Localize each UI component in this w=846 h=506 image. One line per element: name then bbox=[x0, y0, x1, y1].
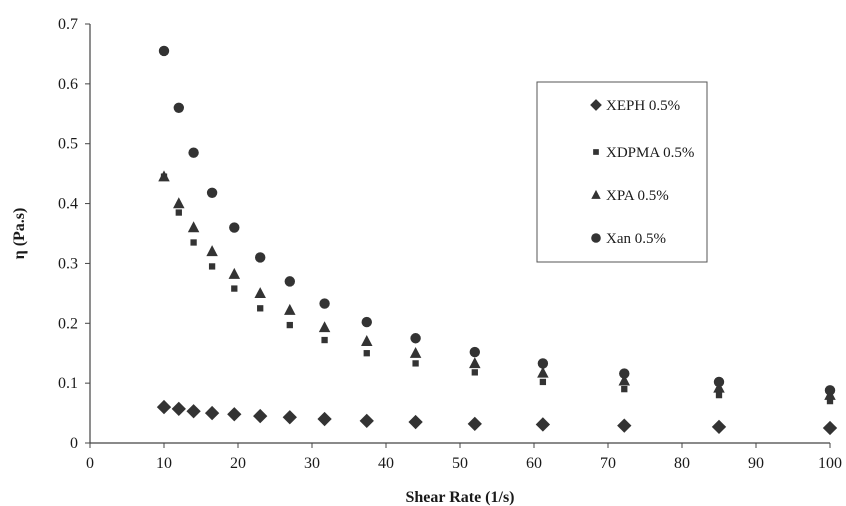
series-circle-points bbox=[158, 45, 836, 396]
data-point bbox=[713, 381, 725, 393]
data-point bbox=[190, 239, 197, 246]
data-point bbox=[361, 316, 372, 328]
data-point bbox=[539, 378, 547, 386]
data-point bbox=[282, 410, 297, 425]
y-tick-label: 0.6 bbox=[58, 76, 78, 93]
series-square-points bbox=[160, 173, 834, 405]
x-tick-label: 40 bbox=[378, 455, 394, 472]
legend-box bbox=[536, 81, 708, 263]
data-points bbox=[156, 45, 838, 436]
data-point bbox=[254, 287, 266, 299]
legend-label: XDPMA 0.5% bbox=[606, 145, 694, 161]
legend-marker-square bbox=[593, 149, 599, 155]
y-tick-label: 0.4 bbox=[58, 196, 78, 213]
data-point bbox=[713, 376, 725, 388]
y-tick-label: 0.7 bbox=[58, 16, 78, 33]
data-point bbox=[617, 418, 632, 433]
x-tick-label: 100 bbox=[818, 455, 842, 472]
data-point bbox=[173, 197, 185, 209]
x-axis-ticks: 0 10 20 30 40 50 60 70 80 90 100 bbox=[86, 443, 842, 472]
y-tick-label: 0.2 bbox=[58, 315, 78, 332]
legend-marker-diamond bbox=[590, 99, 602, 111]
data-point bbox=[822, 420, 838, 436]
x-tick-label: 90 bbox=[748, 455, 764, 472]
data-point bbox=[231, 285, 238, 292]
data-point bbox=[187, 221, 200, 233]
data-point bbox=[410, 333, 421, 344]
data-point bbox=[319, 298, 330, 309]
data-point bbox=[188, 147, 199, 158]
data-point bbox=[361, 334, 373, 346]
series-diamond-points bbox=[156, 399, 838, 436]
data-point bbox=[206, 245, 218, 257]
y-tick-label: 0.3 bbox=[58, 255, 78, 272]
y-tick-label: 0.1 bbox=[58, 375, 78, 392]
data-point bbox=[317, 411, 332, 427]
data-point bbox=[206, 187, 218, 198]
legend: XEPH 0.5% XDPMA 0.5% XPA 0.5% Xan 0.5% bbox=[536, 81, 708, 263]
data-point bbox=[467, 416, 482, 431]
data-point bbox=[227, 407, 242, 422]
data-point bbox=[173, 102, 184, 114]
data-point bbox=[469, 357, 481, 369]
data-point bbox=[408, 414, 423, 430]
x-tick-label: 70 bbox=[600, 455, 616, 472]
data-point bbox=[318, 321, 331, 333]
legend-label: Xan 0.5% bbox=[606, 231, 666, 247]
data-point bbox=[255, 252, 266, 263]
data-point bbox=[284, 303, 296, 315]
y-tick-label: 0 bbox=[70, 435, 78, 452]
x-tick-label: 60 bbox=[526, 455, 542, 472]
x-tick-label: 10 bbox=[156, 455, 172, 472]
data-point bbox=[412, 360, 419, 367]
x-axis-title: Shear Rate (1/s) bbox=[405, 489, 514, 506]
data-point bbox=[471, 369, 478, 376]
data-point bbox=[621, 385, 628, 393]
data-point bbox=[409, 346, 422, 358]
data-point bbox=[286, 321, 293, 329]
y-axis-ticks: 0 0.1 0.2 0.3 0.4 0.5 0.6 0.7 bbox=[58, 16, 90, 452]
data-point bbox=[204, 405, 220, 421]
data-point bbox=[253, 408, 268, 424]
legend-marker-circle bbox=[591, 233, 601, 243]
data-point bbox=[619, 368, 630, 379]
data-point bbox=[363, 350, 370, 357]
data-point bbox=[175, 209, 182, 216]
data-point bbox=[158, 170, 170, 182]
y-axis-title: η (Pa.s) bbox=[11, 208, 28, 260]
data-point bbox=[535, 417, 551, 432]
x-tick-label: 0 bbox=[86, 455, 94, 472]
legend-label: XPA 0.5% bbox=[606, 188, 669, 204]
y-tick-label: 0.5 bbox=[58, 136, 78, 153]
data-point bbox=[186, 404, 201, 419]
data-point bbox=[469, 346, 480, 358]
data-point bbox=[715, 391, 723, 399]
data-point bbox=[158, 45, 170, 57]
series-triangle-points bbox=[158, 170, 836, 400]
data-point bbox=[156, 399, 172, 415]
data-point bbox=[711, 419, 727, 434]
data-point bbox=[824, 385, 836, 396]
data-point bbox=[228, 267, 241, 279]
data-point bbox=[618, 374, 631, 386]
data-point bbox=[284, 276, 295, 287]
x-tick-label: 20 bbox=[230, 455, 246, 472]
x-tick-label: 80 bbox=[674, 455, 690, 472]
data-point bbox=[826, 397, 834, 405]
data-point bbox=[171, 401, 186, 417]
data-point bbox=[359, 413, 374, 429]
data-point bbox=[321, 336, 328, 344]
data-point bbox=[208, 263, 216, 270]
legend-label: XEPH 0.5% bbox=[606, 98, 680, 114]
data-point bbox=[257, 305, 264, 312]
x-tick-label: 50 bbox=[452, 455, 468, 472]
data-point bbox=[229, 222, 240, 233]
x-tick-label: 30 bbox=[304, 455, 320, 472]
data-point bbox=[537, 366, 549, 378]
data-point bbox=[537, 358, 549, 369]
legend-marker-triangle bbox=[591, 189, 601, 199]
